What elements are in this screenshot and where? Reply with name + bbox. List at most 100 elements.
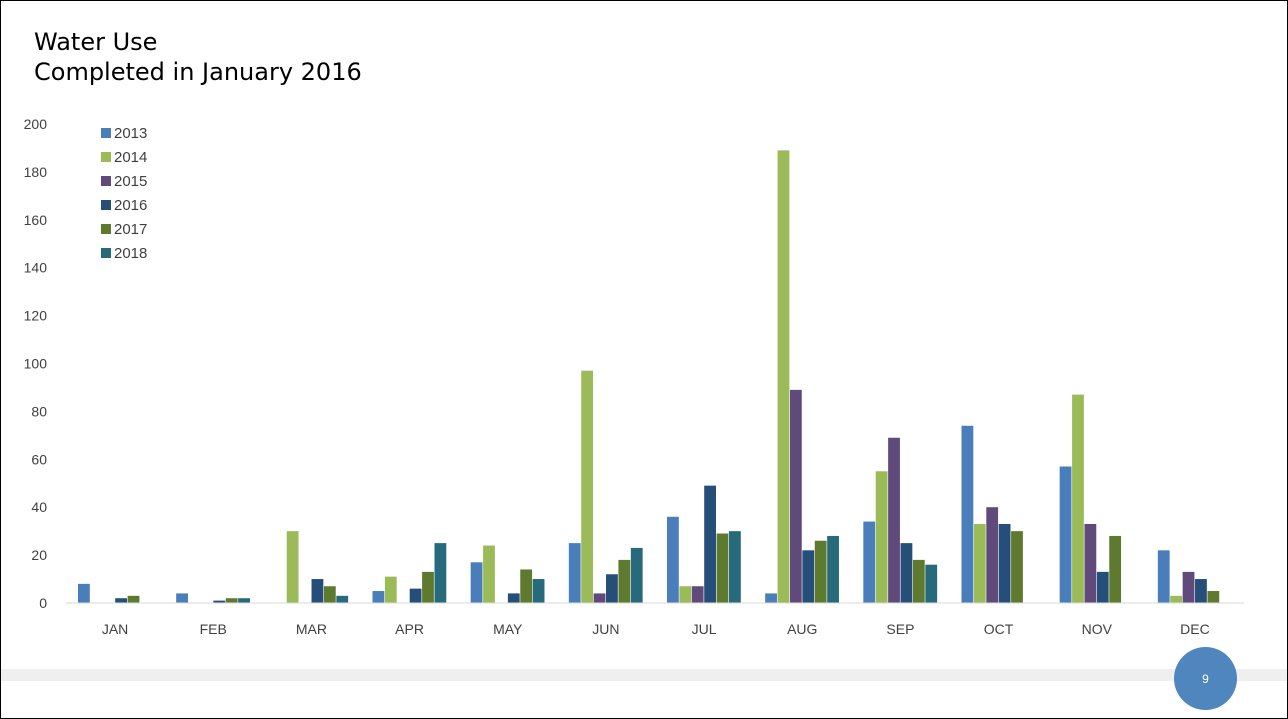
bar-2018-may [532, 579, 545, 603]
bar-2015-dec [1182, 571, 1195, 603]
x-tick-label: OCT [984, 621, 1014, 637]
legend: 2013 2014 2015 2016 2017 2018 [101, 125, 147, 262]
bar-2015-nov [1084, 523, 1097, 603]
bar-2017-dec [1207, 591, 1220, 603]
bar-2017-feb [225, 598, 238, 603]
bar-2017-jul [716, 533, 729, 603]
y-tick-label: 140 [24, 260, 48, 276]
x-tick-label: DEC [1180, 621, 1210, 637]
bar-2013-may [470, 562, 483, 603]
bar-2014-apr [384, 576, 397, 603]
x-tick-label: NOV [1082, 621, 1113, 637]
legend-swatch-2015 [101, 176, 111, 186]
bar-2017-may [520, 569, 533, 603]
bar-2014-nov [1072, 394, 1084, 603]
x-tick-label: MAR [296, 621, 327, 637]
bar-2013-dec [1157, 550, 1170, 603]
y-tick-label: 60 [31, 451, 47, 467]
bar-2013-aug [765, 593, 777, 603]
bar-2018-mar [336, 595, 349, 603]
bar-2015-aug [789, 389, 802, 603]
bar-2016-nov [1096, 571, 1109, 603]
x-tick-label: JUN [592, 621, 619, 637]
bar-2017-apr [422, 571, 434, 603]
x-tick-label: MAY [493, 621, 523, 637]
title-line-2: Completed in January 2016 [34, 58, 362, 86]
bar-2014-may [483, 545, 495, 603]
bar-2017-mar [323, 586, 336, 603]
bar-2018-sep [925, 564, 938, 603]
x-axis-ticks: JAN FEB MAR APR MAY JUN JUL AUG SEP OCT NOV DEC [102, 621, 1210, 637]
bar-2016-may [507, 593, 520, 603]
y-tick-label: 200 [24, 116, 48, 132]
bar-2017-jun [618, 559, 631, 603]
bar-2017-sep [912, 559, 925, 603]
bar-2013-feb [176, 593, 188, 603]
page-number-badge: 9 [1174, 647, 1237, 710]
bar-2014-mar [286, 531, 299, 603]
bar-2013-jan [78, 583, 90, 603]
bar-2015-sep [888, 437, 900, 603]
x-tick-label: AUG [787, 621, 817, 637]
x-tick-label: FEB [200, 621, 227, 637]
bar-2016-jan [115, 598, 127, 603]
bars [78, 150, 1220, 604]
bar-2014-jun [581, 370, 594, 603]
legend-swatch-2018 [101, 248, 111, 258]
bar-2016-jul [704, 485, 716, 603]
legend-swatch-2013 [101, 128, 111, 138]
bar-2018-jul [729, 531, 741, 603]
bar-2013-jul [667, 516, 679, 603]
bar-2017-nov [1109, 535, 1122, 603]
x-tick-label: JAN [102, 621, 128, 637]
bar-2016-dec [1195, 579, 1207, 603]
x-tick-label: JUL [692, 621, 717, 637]
bar-2013-oct [961, 425, 974, 603]
bar-2017-aug [814, 540, 827, 603]
y-axis-ticks: 0 20 40 60 80 100 120 140 160 180 200 [24, 116, 48, 611]
legend-label-2016: 2016 [114, 197, 147, 214]
legend-label-2017: 2017 [114, 221, 147, 238]
legend-label-2013: 2013 [114, 125, 147, 142]
bar-2016-feb [213, 600, 226, 603]
footer-band [1, 669, 1287, 681]
y-tick-label: 120 [24, 308, 48, 324]
bar-2016-apr [409, 588, 422, 603]
title-line-1: Water Use [34, 28, 158, 56]
bar-2016-aug [802, 550, 815, 603]
bar-2018-apr [434, 543, 447, 604]
bar-2016-mar [311, 579, 324, 603]
bar-2014-aug [777, 150, 790, 603]
bar-2018-jun [630, 547, 643, 603]
bar-2017-oct [1011, 531, 1023, 603]
y-tick-label: 40 [31, 499, 47, 515]
bar-2013-sep [863, 521, 876, 603]
bar-2018-aug [827, 535, 839, 603]
bar-2013-nov [1059, 466, 1072, 603]
bar-2014-oct [973, 523, 986, 603]
bar-2016-jun [606, 574, 618, 603]
y-tick-label: 20 [31, 547, 47, 563]
bar-2014-jul [679, 586, 692, 603]
slide-title: Water Use Completed in January 2016 [34, 27, 362, 87]
bar-2016-oct [998, 523, 1011, 603]
y-tick-label: 0 [39, 595, 47, 611]
bar-2013-apr [372, 591, 385, 603]
bar-2013-jun [568, 543, 581, 604]
legend-label-2018: 2018 [114, 245, 147, 262]
y-tick-label: 80 [31, 403, 47, 419]
y-tick-label: 100 [24, 356, 48, 372]
legend-swatch-2016 [101, 200, 111, 210]
legend-swatch-2017 [101, 224, 111, 234]
bar-2014-dec [1170, 595, 1183, 603]
bar-2015-jul [691, 586, 704, 603]
legend-label-2014: 2014 [114, 149, 147, 166]
bar-2015-oct [986, 507, 999, 603]
x-tick-label: APR [395, 621, 424, 637]
y-tick-label: 180 [24, 164, 48, 180]
legend-label-2015: 2015 [114, 173, 147, 190]
legend-swatch-2014 [101, 152, 111, 162]
bar-2014-sep [875, 471, 888, 603]
